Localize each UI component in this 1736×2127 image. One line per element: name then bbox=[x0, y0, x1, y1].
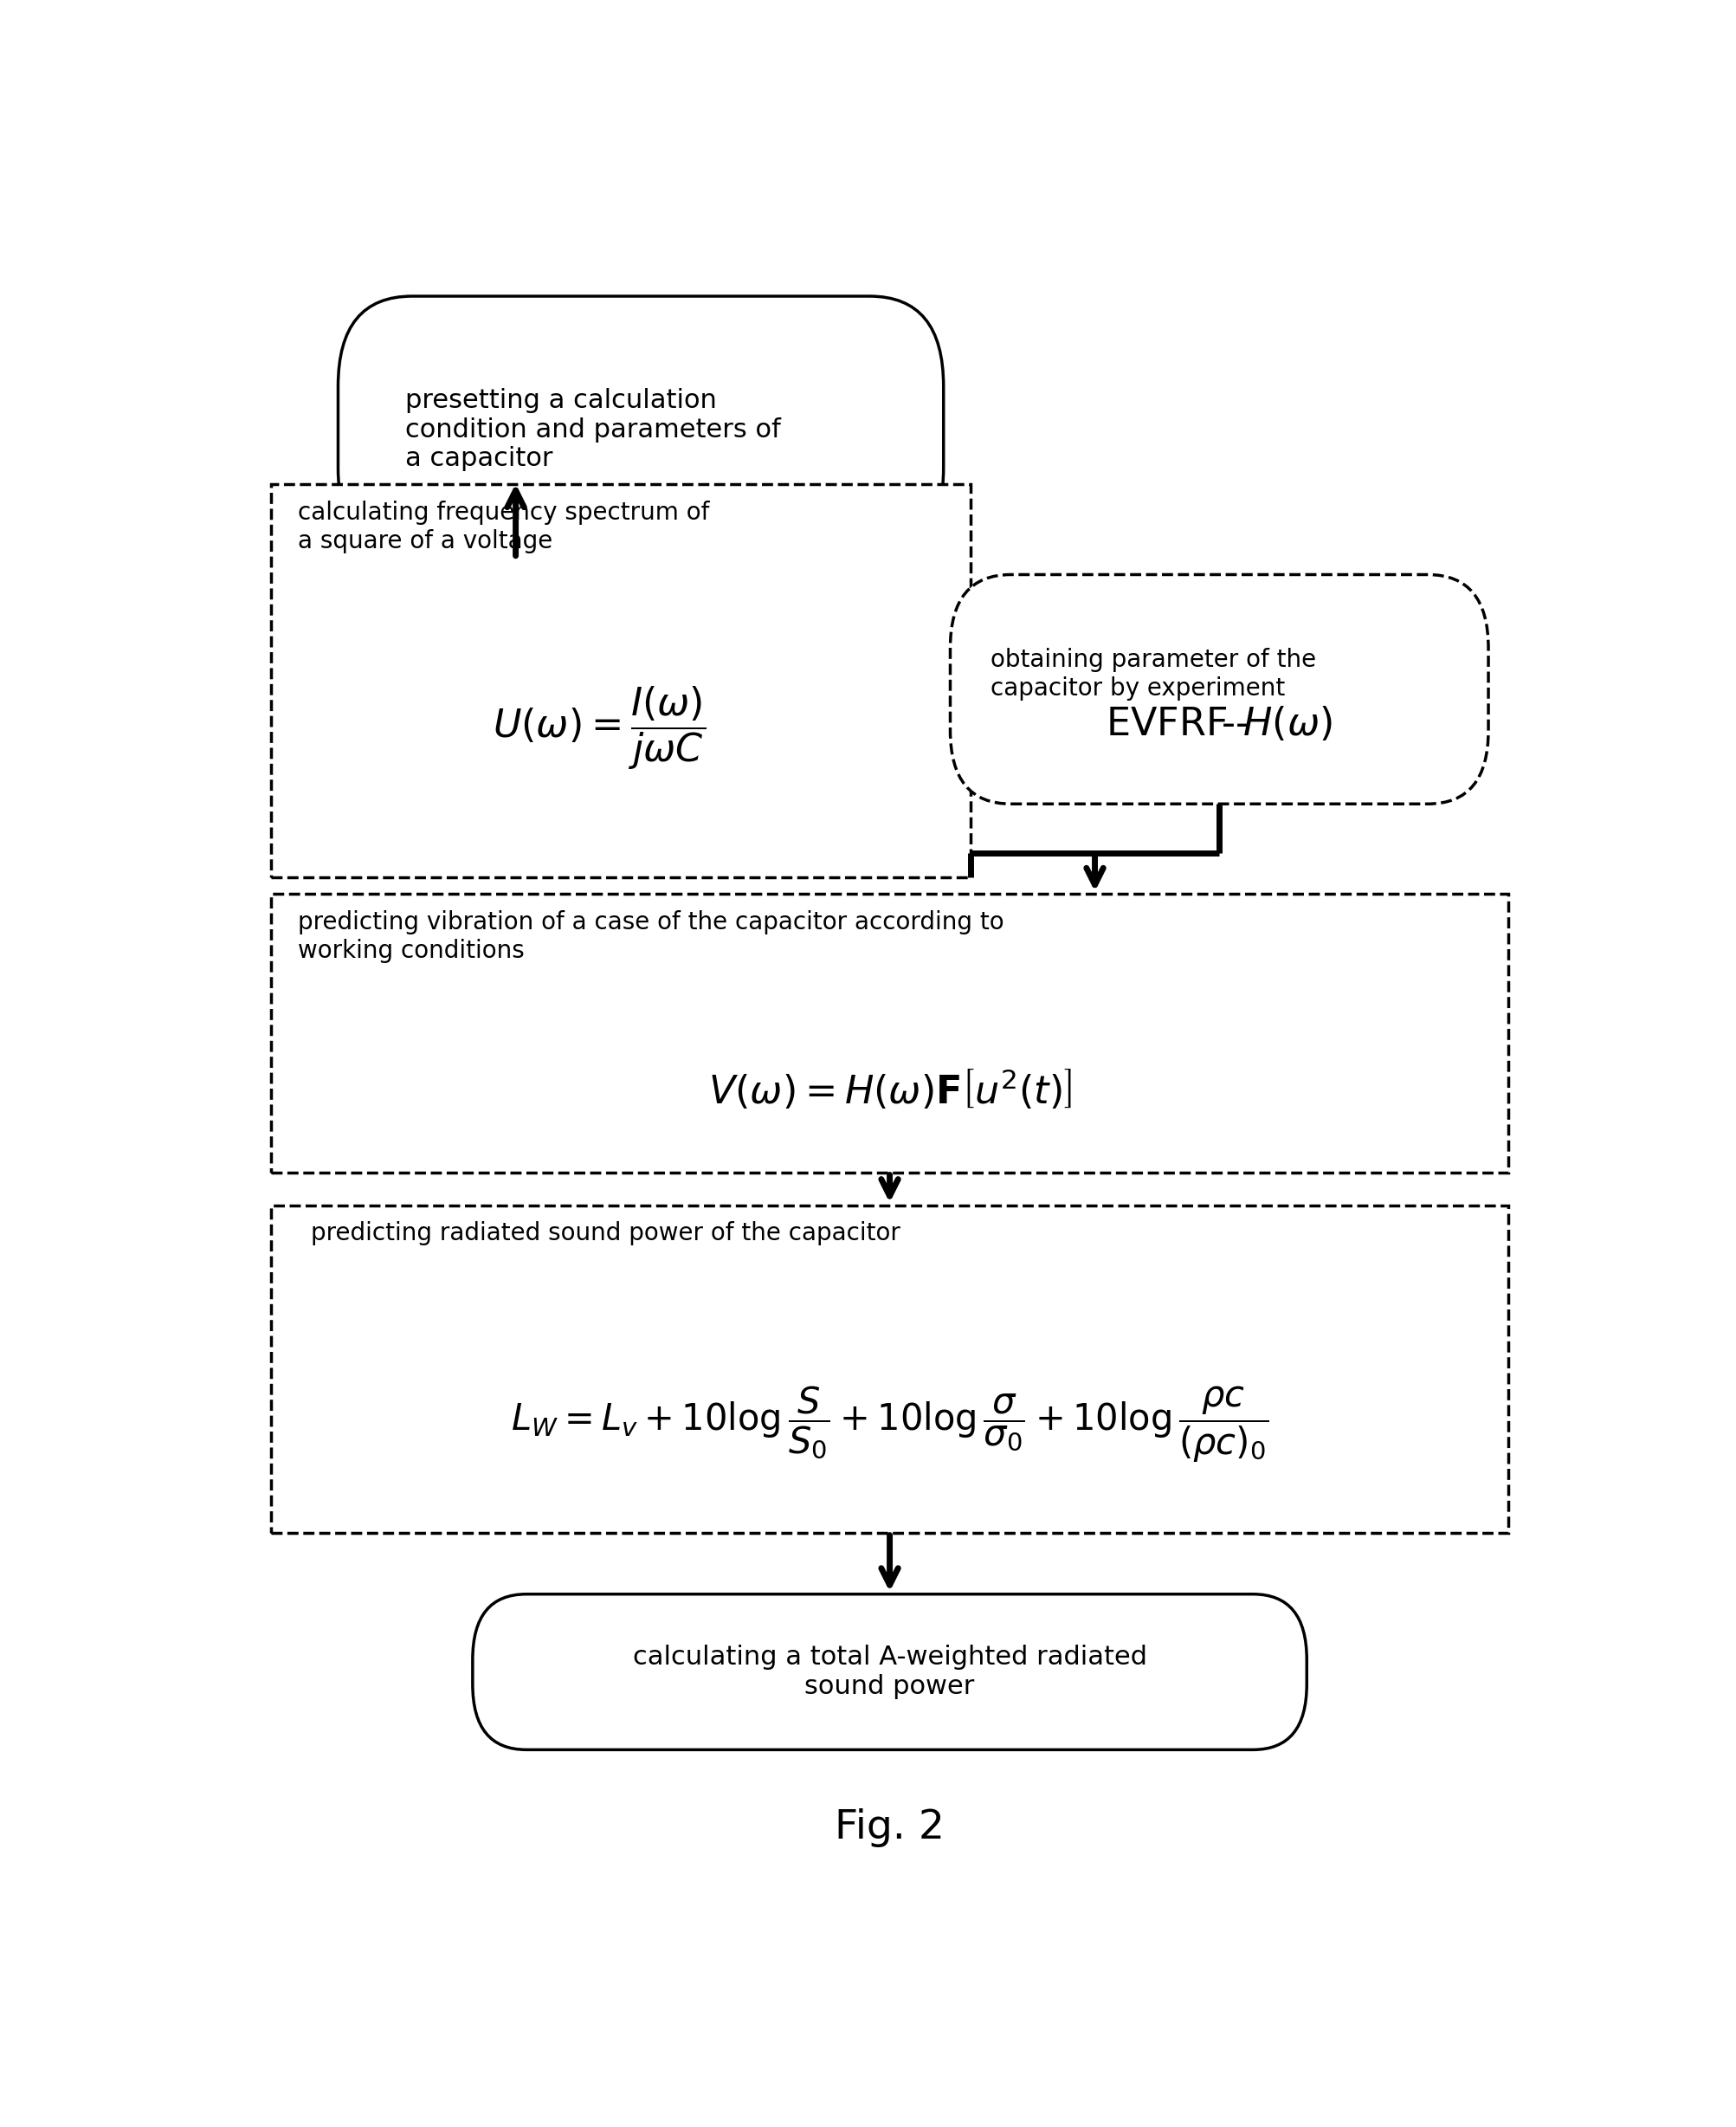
Text: presetting a calculation
condition and parameters of
a capacitor: presetting a calculation condition and p… bbox=[404, 387, 781, 472]
Text: predicting radiated sound power of the capacitor: predicting radiated sound power of the c… bbox=[311, 1221, 901, 1246]
Bar bbox=[271, 485, 970, 878]
Bar bbox=[271, 893, 1509, 1172]
FancyBboxPatch shape bbox=[472, 1593, 1307, 1751]
Bar bbox=[271, 1206, 1509, 1534]
FancyBboxPatch shape bbox=[950, 574, 1488, 804]
Text: calculating frequency spectrum of
a square of a voltage: calculating frequency spectrum of a squa… bbox=[299, 500, 710, 553]
Text: $L_{W}=L_{v}+10\log\dfrac{S}{S_{0}}+10\log\dfrac{\sigma}{\sigma_{0}}+10\log\dfra: $L_{W}=L_{v}+10\log\dfrac{S}{S_{0}}+10\l… bbox=[510, 1385, 1269, 1466]
Text: $\mathrm{EVFRF}\!\text{--}\!H(\omega)$: $\mathrm{EVFRF}\!\text{--}\!H(\omega)$ bbox=[1106, 704, 1333, 742]
Text: $U(\omega)=\dfrac{I(\omega)}{j\omega C}$: $U(\omega)=\dfrac{I(\omega)}{j\omega C}$ bbox=[493, 685, 707, 772]
Text: $V(\omega)=H(\omega)\mathbf{F}\left[u^{2}(t)\right]$: $V(\omega)=H(\omega)\mathbf{F}\left[u^{2… bbox=[708, 1068, 1071, 1110]
Text: obtaining parameter of the
capacitor by experiment: obtaining parameter of the capacitor by … bbox=[991, 649, 1316, 700]
Text: calculating a total A-weighted radiated
sound power: calculating a total A-weighted radiated … bbox=[632, 1644, 1147, 1699]
Text: Fig. 2: Fig. 2 bbox=[835, 1808, 944, 1846]
Text: predicting vibration of a case of the capacitor according to
working conditions: predicting vibration of a case of the ca… bbox=[299, 910, 1003, 964]
FancyBboxPatch shape bbox=[339, 296, 944, 557]
